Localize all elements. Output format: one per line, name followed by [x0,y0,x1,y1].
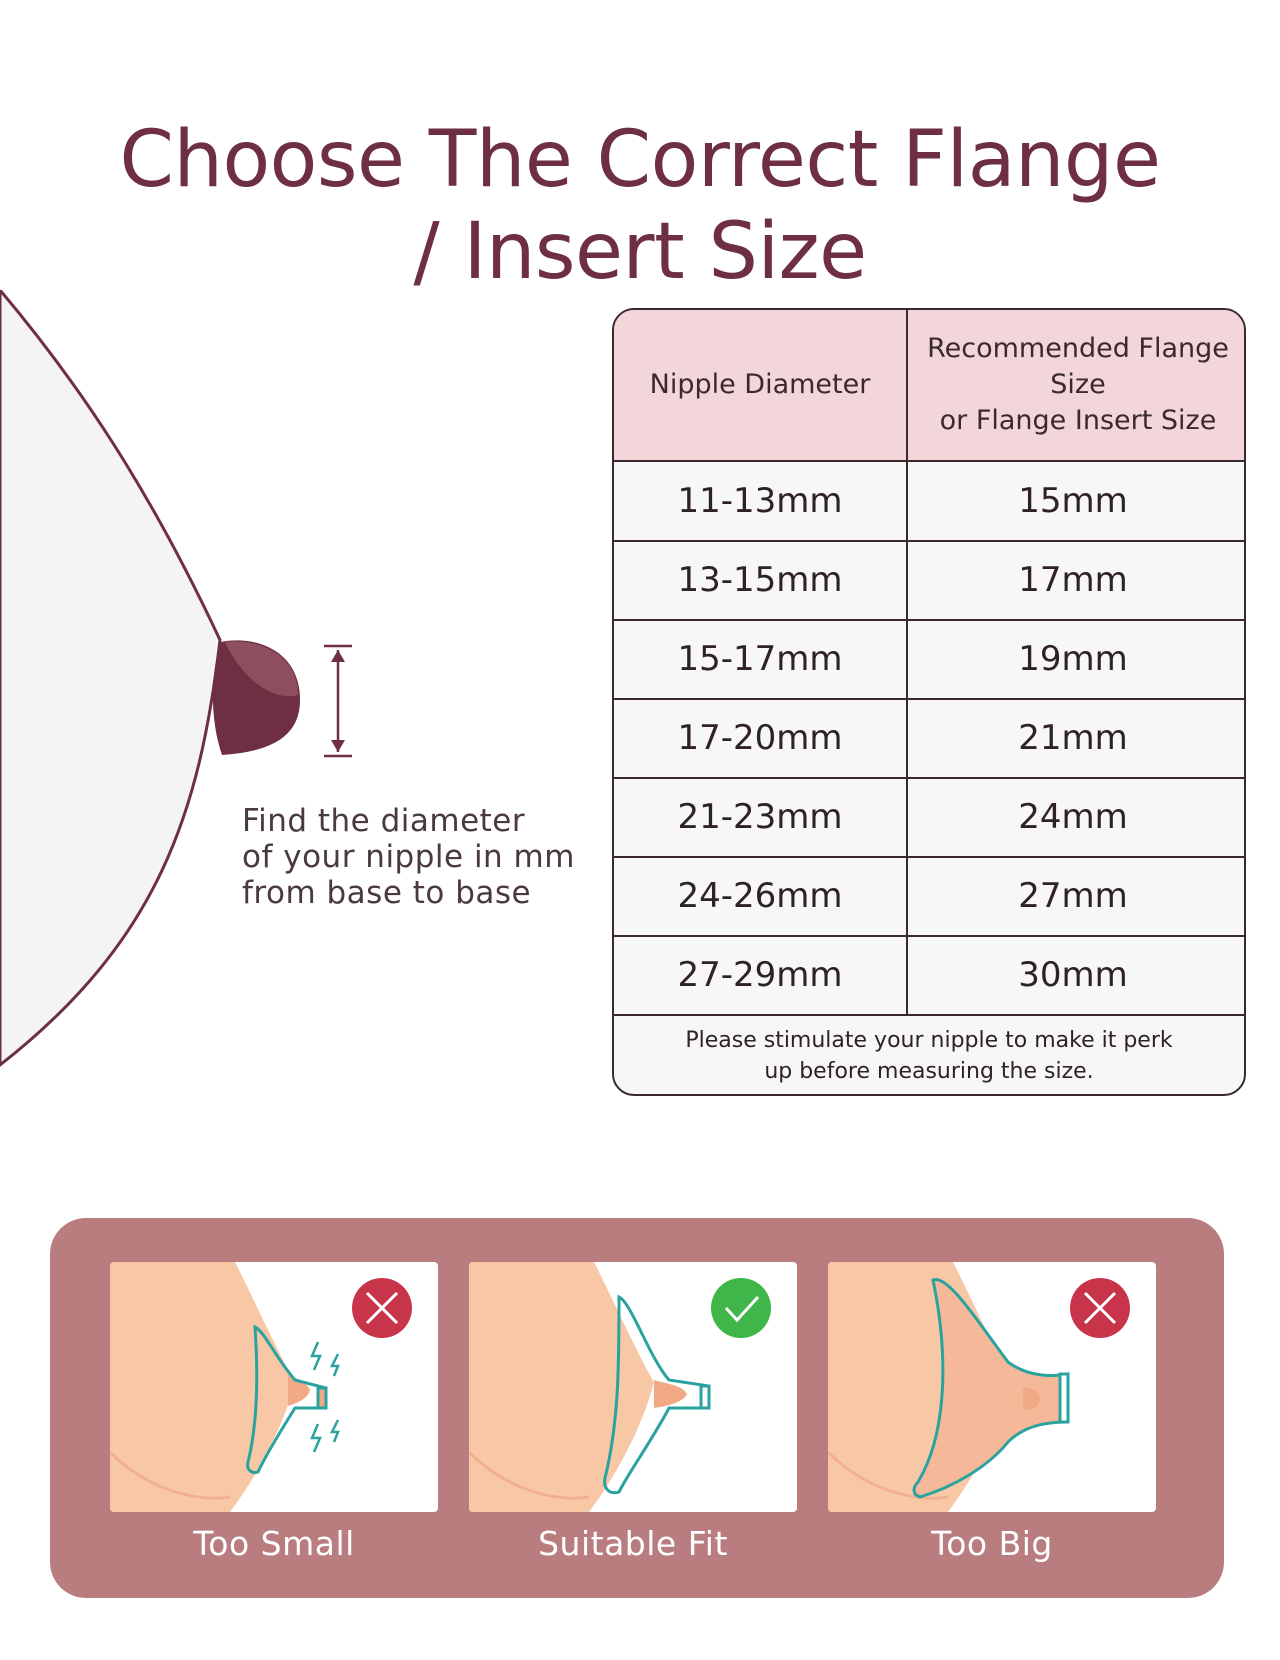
fit-label-suitable-fit: Suitable Fit [538,1524,728,1563]
measurement-instruction: Find the diameter of your nipple in mm f… [242,803,582,911]
measure-arrow-icon [324,644,352,758]
flange-size-table: Nipple Diameter Recommended Flange Size … [612,308,1246,1096]
table-row: 24-26mm 27mm [614,857,1244,937]
nipple-diameter-cell: 11-13mm [677,481,843,521]
table-header: Nipple Diameter Recommended Flange Size … [614,310,1244,462]
nipple-diameter-cell: 17-20mm [677,718,843,758]
fit-label-too-small: Too Small [193,1524,355,1563]
flange-size-cell: 21mm [1018,718,1128,758]
too-small-illustration [110,1262,412,1512]
note-line-2: up before measuring the size. [764,1059,1094,1084]
table-row: 15-17mm 19mm [614,620,1244,700]
table-row: 27-29mm 30mm [614,936,1244,1016]
table-note: Please stimulate your nipple to make it … [614,1016,1244,1094]
suitable-fit-illustration [469,1262,771,1512]
fit-label-too-big: Too Big [931,1524,1053,1563]
header-flange-label-2: or Flange Insert Size [939,405,1217,436]
discomfort-spark-icon [310,1341,340,1453]
fit-card-suitable-fit [469,1262,797,1512]
table-row: 11-13mm 15mm [614,462,1244,542]
table-row: 17-20mm 21mm [614,699,1244,779]
nipple-diameter-cell: 13-15mm [677,560,843,600]
header-flange-size: Recommended Flange Size or Flange Insert… [908,310,1244,460]
flange-size-cell: 27mm [1018,876,1128,916]
flange-size-cell: 30mm [1018,955,1128,995]
title-line-2: / Insert Size [413,207,867,298]
instruction-line-2: of your nipple in mm [242,839,575,875]
breast-outline [0,290,222,1067]
page-title: Choose The Correct Flange / Insert Size [0,114,1280,298]
header-nipple-label: Nipple Diameter [649,369,871,400]
instruction-line-1: Find the diameter [242,803,526,839]
nipple-diameter-cell: 24-26mm [677,876,843,916]
x-circle-icon [352,1278,412,1338]
breast-measurement-illustration [0,290,352,1067]
nipple-diameter-cell: 21-23mm [677,797,843,837]
nipple-diameter-cell: 15-17mm [677,639,843,679]
flange-size-cell: 24mm [1018,797,1128,837]
title-line-1: Choose The Correct Flange [119,115,1161,206]
x-circle-icon [1070,1278,1130,1338]
header-flange-label-1: Recommended Flange Size [927,333,1229,400]
column-divider [906,310,908,1015]
check-circle-icon [711,1278,771,1338]
header-nipple-diameter: Nipple Diameter [614,310,906,460]
too-big-illustration [828,1262,1130,1512]
table-row: 21-23mm 24mm [614,778,1244,858]
fit-card-too-big [828,1262,1156,1512]
fit-examples-panel: Too Small Suitable Fit Too B [50,1218,1224,1598]
flange-size-cell: 15mm [1018,481,1128,521]
flange-size-cell: 19mm [1018,639,1128,679]
instruction-line-3: from base to base [242,875,532,911]
nipple-diameter-cell: 27-29mm [677,955,843,995]
nipple-highlight [225,641,298,697]
flange-size-cell: 17mm [1018,560,1128,600]
table-row: 13-15mm 17mm [614,541,1244,621]
fit-card-too-small [110,1262,438,1512]
note-line-1: Please stimulate your nipple to make it … [685,1028,1173,1053]
